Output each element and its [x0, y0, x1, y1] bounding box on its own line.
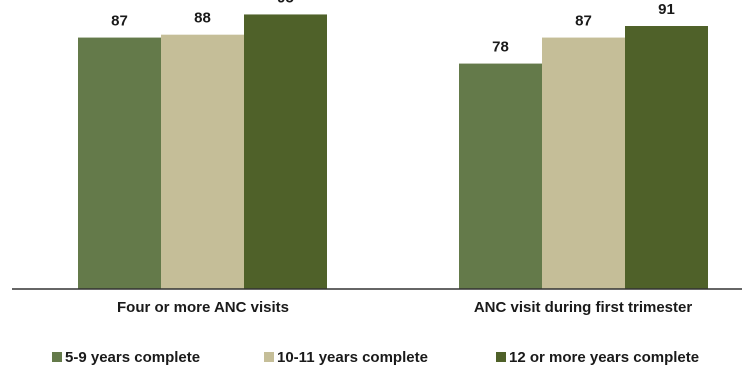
- legend-item-10-11-years-complete: 10-11 years complete: [264, 349, 428, 366]
- legend-item-12-or-more-years-complete: 12 or more years complete: [496, 349, 699, 366]
- legend-item-5-9-years-complete: 5-9 years complete: [52, 349, 200, 366]
- legend-swatch-5-9-years-complete: [52, 352, 62, 362]
- value-labels-layer: 87 88 95 78 87 91: [111, 0, 675, 56]
- value-label-four-or-more-anc-visits-5-9-years-complete: 87: [111, 13, 128, 30]
- category-labels-layer: Four or more ANC visits ANC visit during …: [117, 299, 692, 316]
- value-label-anc-visit-during-first-trimester-5-9-years-complete: 78: [492, 39, 509, 56]
- value-label-anc-visit-during-first-trimester-12-or-more-years-complete: 91: [658, 1, 675, 18]
- value-label-four-or-more-anc-visits-12-or-more-years-complete: 95: [277, 0, 294, 6]
- value-label-anc-visit-during-first-trimester-10-11-years-complete: 87: [575, 13, 592, 30]
- bar-anc-visit-during-first-trimester-12-or-more-years-complete: [625, 26, 708, 289]
- legend-label-12-or-more-years-complete: 12 or more years complete: [509, 349, 699, 366]
- bar-four-or-more-anc-visits-10-11-years-complete: [161, 34, 244, 290]
- bar-anc-visit-during-first-trimester-10-11-years-complete: [542, 37, 625, 289]
- legend: 5-9 years complete 10-11 years complete 12…: [52, 349, 699, 366]
- bars-layer: [78, 14, 708, 290]
- bar-anc-visit-during-first-trimester-5-9-years-complete: [459, 63, 542, 289]
- legend-label-10-11-years-complete: 10-11 years complete: [277, 349, 428, 366]
- legend-swatch-12-or-more-years-complete: [496, 352, 506, 362]
- bar-four-or-more-anc-visits-5-9-years-complete: [78, 37, 161, 289]
- category-label-four-or-more-anc-visits: Four or more ANC visits: [117, 299, 289, 316]
- category-label-anc-visit-during-first-trimester: ANC visit during first trimester: [474, 299, 693, 316]
- legend-label-5-9-years-complete: 5-9 years complete: [65, 349, 200, 366]
- value-label-four-or-more-anc-visits-10-11-years-complete: 88: [194, 10, 211, 27]
- bar-four-or-more-anc-visits-12-or-more-years-complete: [244, 14, 327, 289]
- legend-swatch-10-11-years-complete: [264, 352, 274, 362]
